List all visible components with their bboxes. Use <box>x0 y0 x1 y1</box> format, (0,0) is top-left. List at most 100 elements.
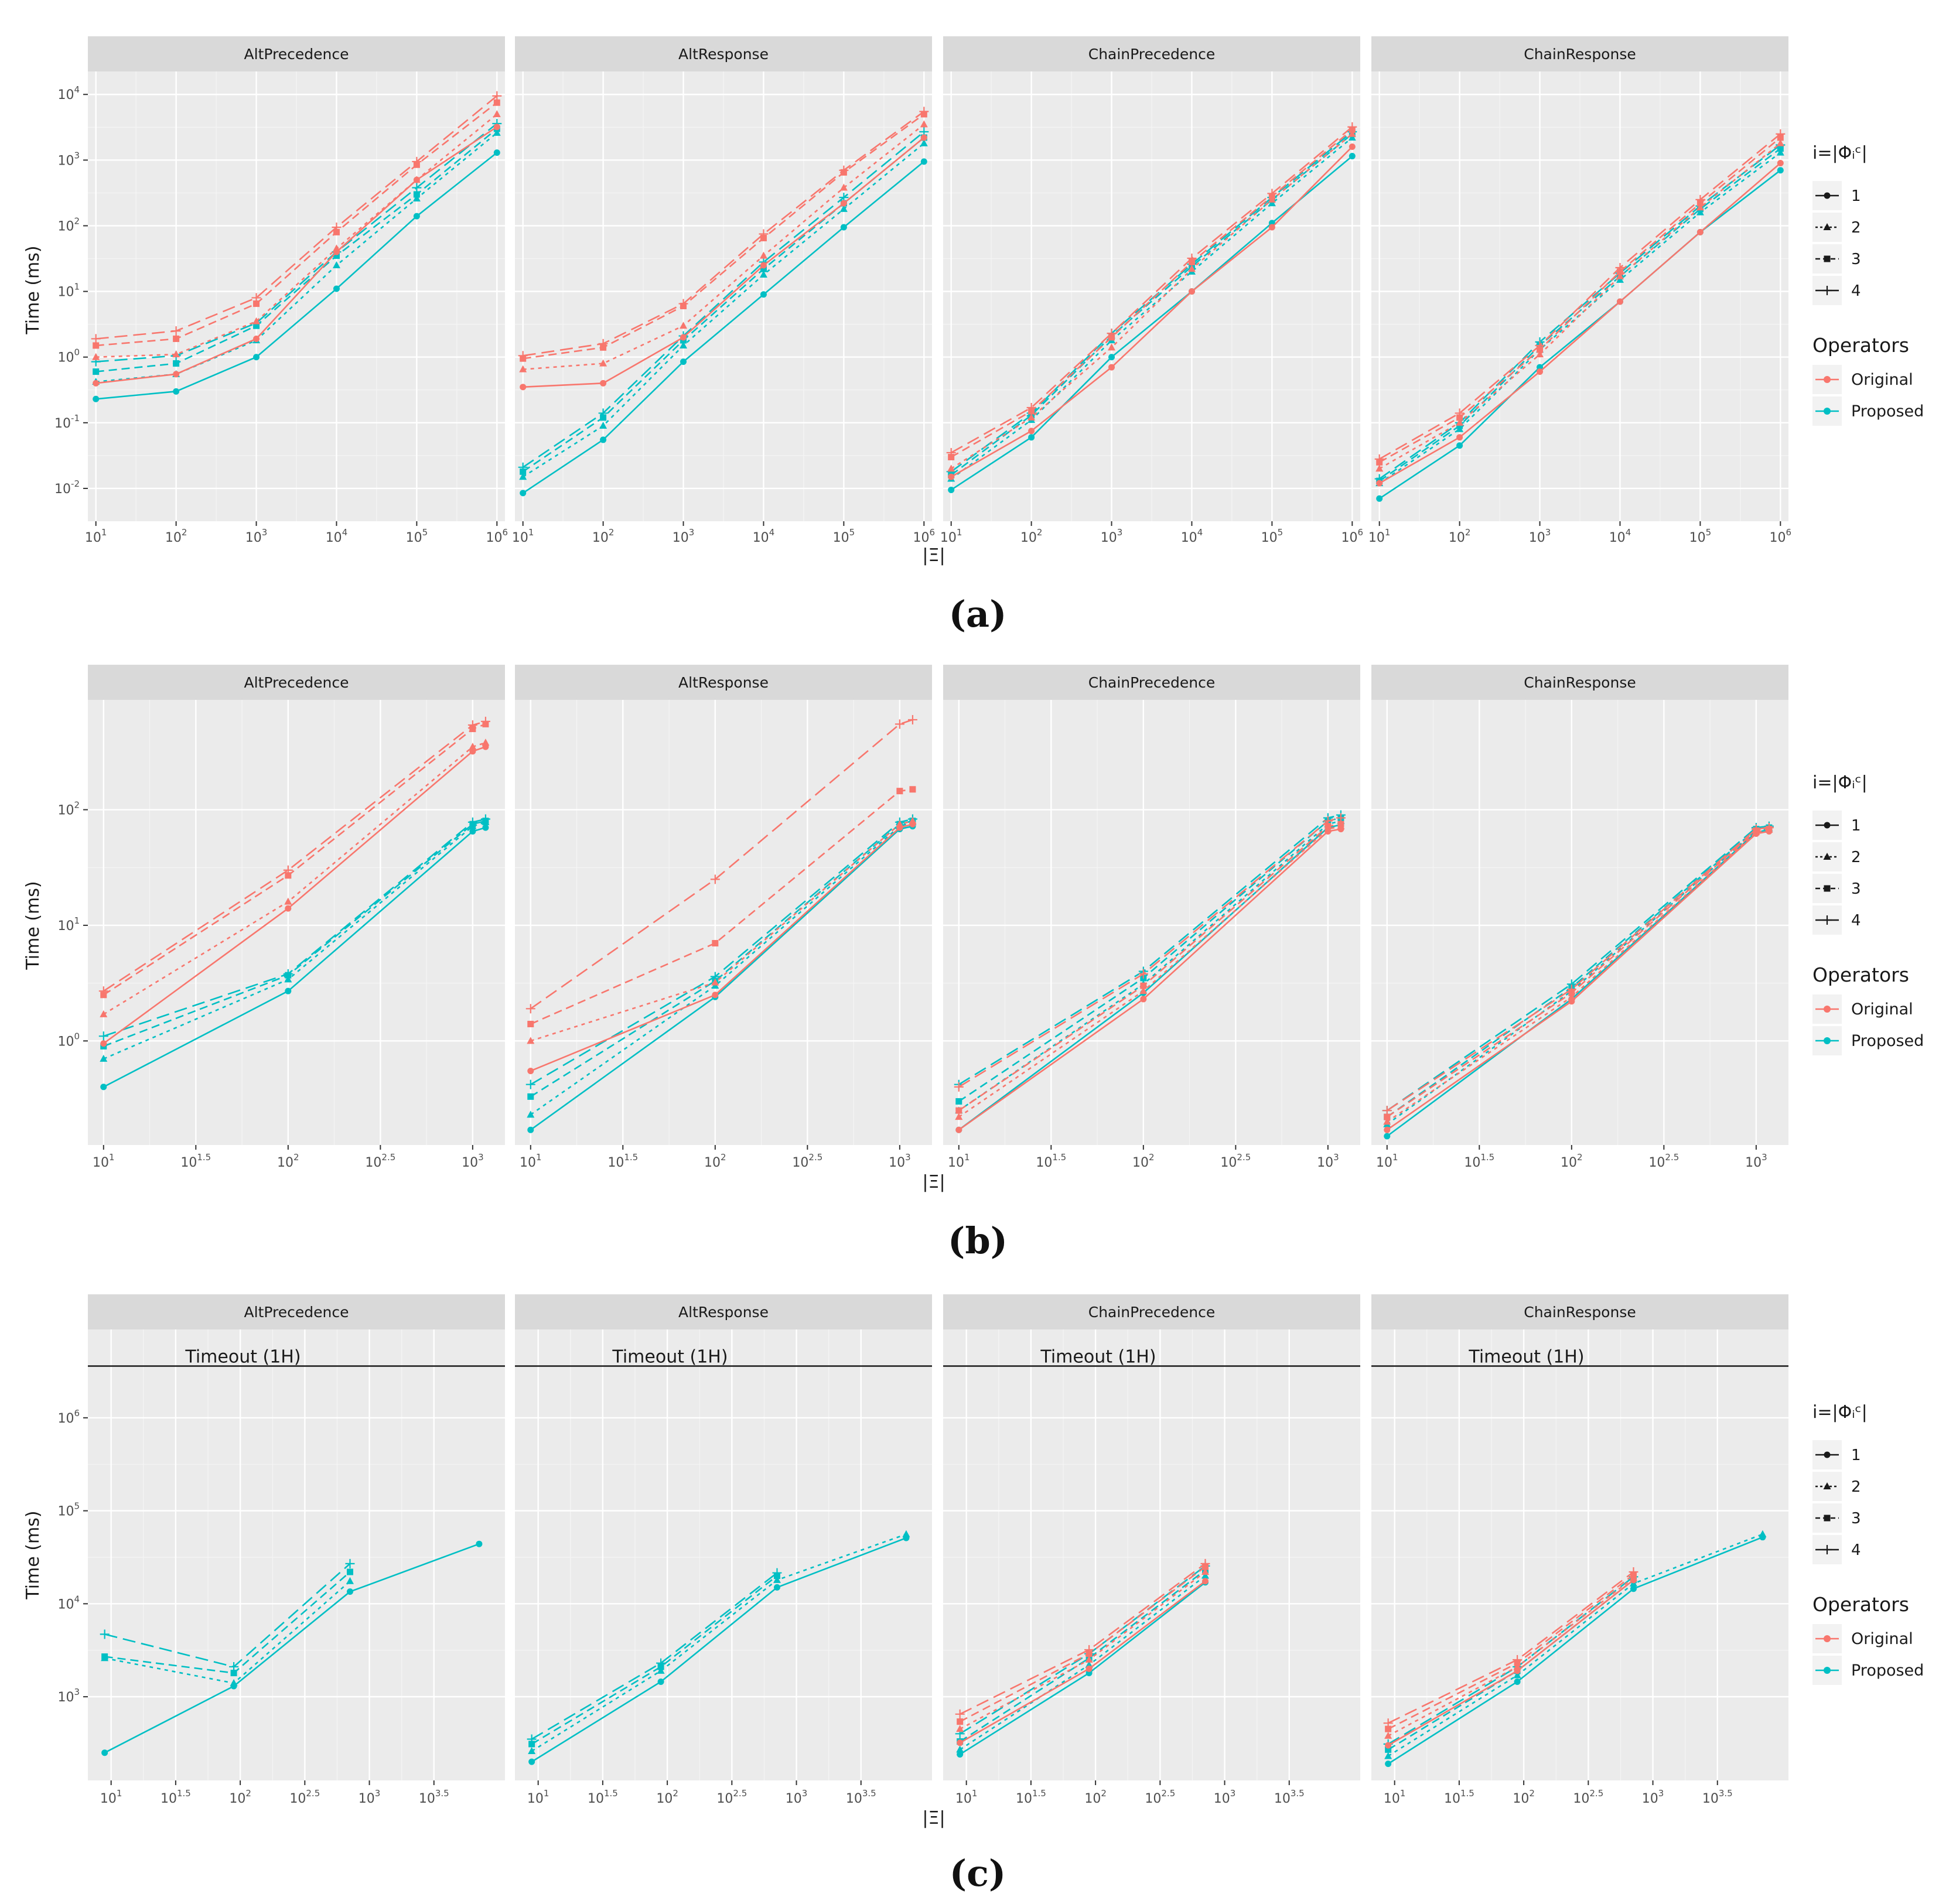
data-point <box>895 719 904 729</box>
x-tick-label: 102.5 <box>1648 1152 1679 1170</box>
data-point <box>1323 816 1333 826</box>
series-line <box>1378 169 1781 500</box>
data-point <box>519 473 527 480</box>
legend-label: 1 <box>1851 187 1861 205</box>
data-point <box>100 1629 110 1639</box>
data-point <box>527 1093 534 1100</box>
series-line <box>958 817 1341 1102</box>
panel-1: AltPrecedence 101 102 103 104 105 106 10-2 10-1 1… <box>23 36 1924 635</box>
series-line <box>958 825 1341 1118</box>
data-point <box>760 262 767 269</box>
data-point <box>954 1082 964 1092</box>
x-tick-label: 104 <box>1181 527 1203 545</box>
data-point <box>1349 153 1356 160</box>
data-point <box>172 350 180 358</box>
data-point <box>1535 340 1545 350</box>
data-point <box>528 1741 535 1748</box>
legend-key-shape <box>1824 1667 1831 1674</box>
data-point <box>680 334 687 341</box>
data-point <box>173 360 180 367</box>
series-line <box>1388 1536 1763 1765</box>
plot-background <box>515 700 932 1145</box>
data-point <box>493 149 500 156</box>
data-point <box>1376 480 1383 487</box>
plot-background <box>1371 1329 1788 1780</box>
y-tick-label: 100 <box>57 1031 80 1049</box>
timeout-label: Timeout (1H) <box>185 1347 301 1368</box>
plot-background <box>943 1329 1360 1780</box>
series-line <box>523 124 925 370</box>
data-point <box>956 1745 964 1753</box>
series-original-i3 <box>527 786 916 1027</box>
series-line <box>95 113 498 358</box>
x-tick-label: 103.5 <box>1702 1788 1733 1806</box>
series-proposed-i1 <box>528 1534 910 1765</box>
data-point <box>173 388 180 395</box>
legend-label: 1 <box>1851 817 1861 835</box>
series-line <box>103 723 486 996</box>
data-point <box>909 786 916 793</box>
legend-label: Original <box>1851 371 1913 389</box>
facet-title: AltResponse <box>678 46 769 63</box>
series-original-i1 <box>948 143 1356 480</box>
data-point <box>520 490 527 497</box>
data-point <box>1776 139 1784 146</box>
data-point <box>332 244 340 252</box>
data-point <box>896 820 904 828</box>
series-original-i1 <box>957 1578 1209 1746</box>
data-point <box>1455 408 1465 418</box>
series-original-i2 <box>1375 139 1784 472</box>
data-point <box>1777 167 1784 174</box>
series-line <box>1379 133 1781 460</box>
series-original-i4 <box>955 1558 1210 1719</box>
data-point <box>1384 1133 1391 1140</box>
data-point <box>252 317 261 324</box>
series-line <box>1387 829 1770 1137</box>
facet-strip <box>88 665 505 700</box>
series-line <box>950 155 1353 491</box>
data-point <box>1537 368 1544 375</box>
data-point <box>413 191 420 198</box>
data-point <box>469 743 477 750</box>
data-point <box>1513 1655 1523 1664</box>
x-tick-label: 101 <box>1368 527 1391 545</box>
legend-label: 3 <box>1851 880 1861 898</box>
data-point <box>480 814 490 824</box>
data-point <box>1028 428 1035 435</box>
x-tick-label: 104 <box>326 527 348 545</box>
x-tick-label: 105 <box>1689 527 1712 545</box>
legend-key-shape <box>1824 376 1831 383</box>
data-point <box>1085 1660 1093 1668</box>
x-tick-label: 104 <box>1609 527 1631 545</box>
data-point <box>656 1658 666 1668</box>
legend-key-shape <box>1823 223 1831 230</box>
panel-caption: (a) <box>949 593 1007 635</box>
data-point <box>1759 1530 1767 1537</box>
legend-operators: Operators Original Proposed <box>1812 1593 1924 1685</box>
panel-2: AltPrecedence 101 101.5 102 102.5 103 100 101 10… <box>23 665 1924 1262</box>
facet-strip <box>515 665 932 700</box>
panel-caption: (b) <box>948 1219 1008 1262</box>
series-original-i4 <box>518 107 929 361</box>
x-tick-label: 106 <box>913 527 936 545</box>
data-point <box>1348 129 1356 137</box>
series-proposed-i4 <box>518 127 929 472</box>
data-point <box>948 473 955 480</box>
series-line <box>103 820 486 1047</box>
series-line <box>95 132 498 383</box>
series-proposed-i4 <box>98 814 490 1041</box>
data-point <box>1325 823 1332 830</box>
data-point <box>1187 265 1196 272</box>
data-point <box>1566 985 1576 994</box>
data-point <box>1108 354 1115 361</box>
data-point <box>230 1670 237 1677</box>
series-original-i3 <box>955 821 1344 1114</box>
data-point <box>907 715 917 724</box>
series-line <box>103 821 486 1060</box>
data-point <box>253 354 260 361</box>
legend-label: 2 <box>1851 219 1861 237</box>
plot-background <box>88 1329 505 1780</box>
data-point <box>520 384 527 391</box>
series-line <box>530 820 913 1042</box>
